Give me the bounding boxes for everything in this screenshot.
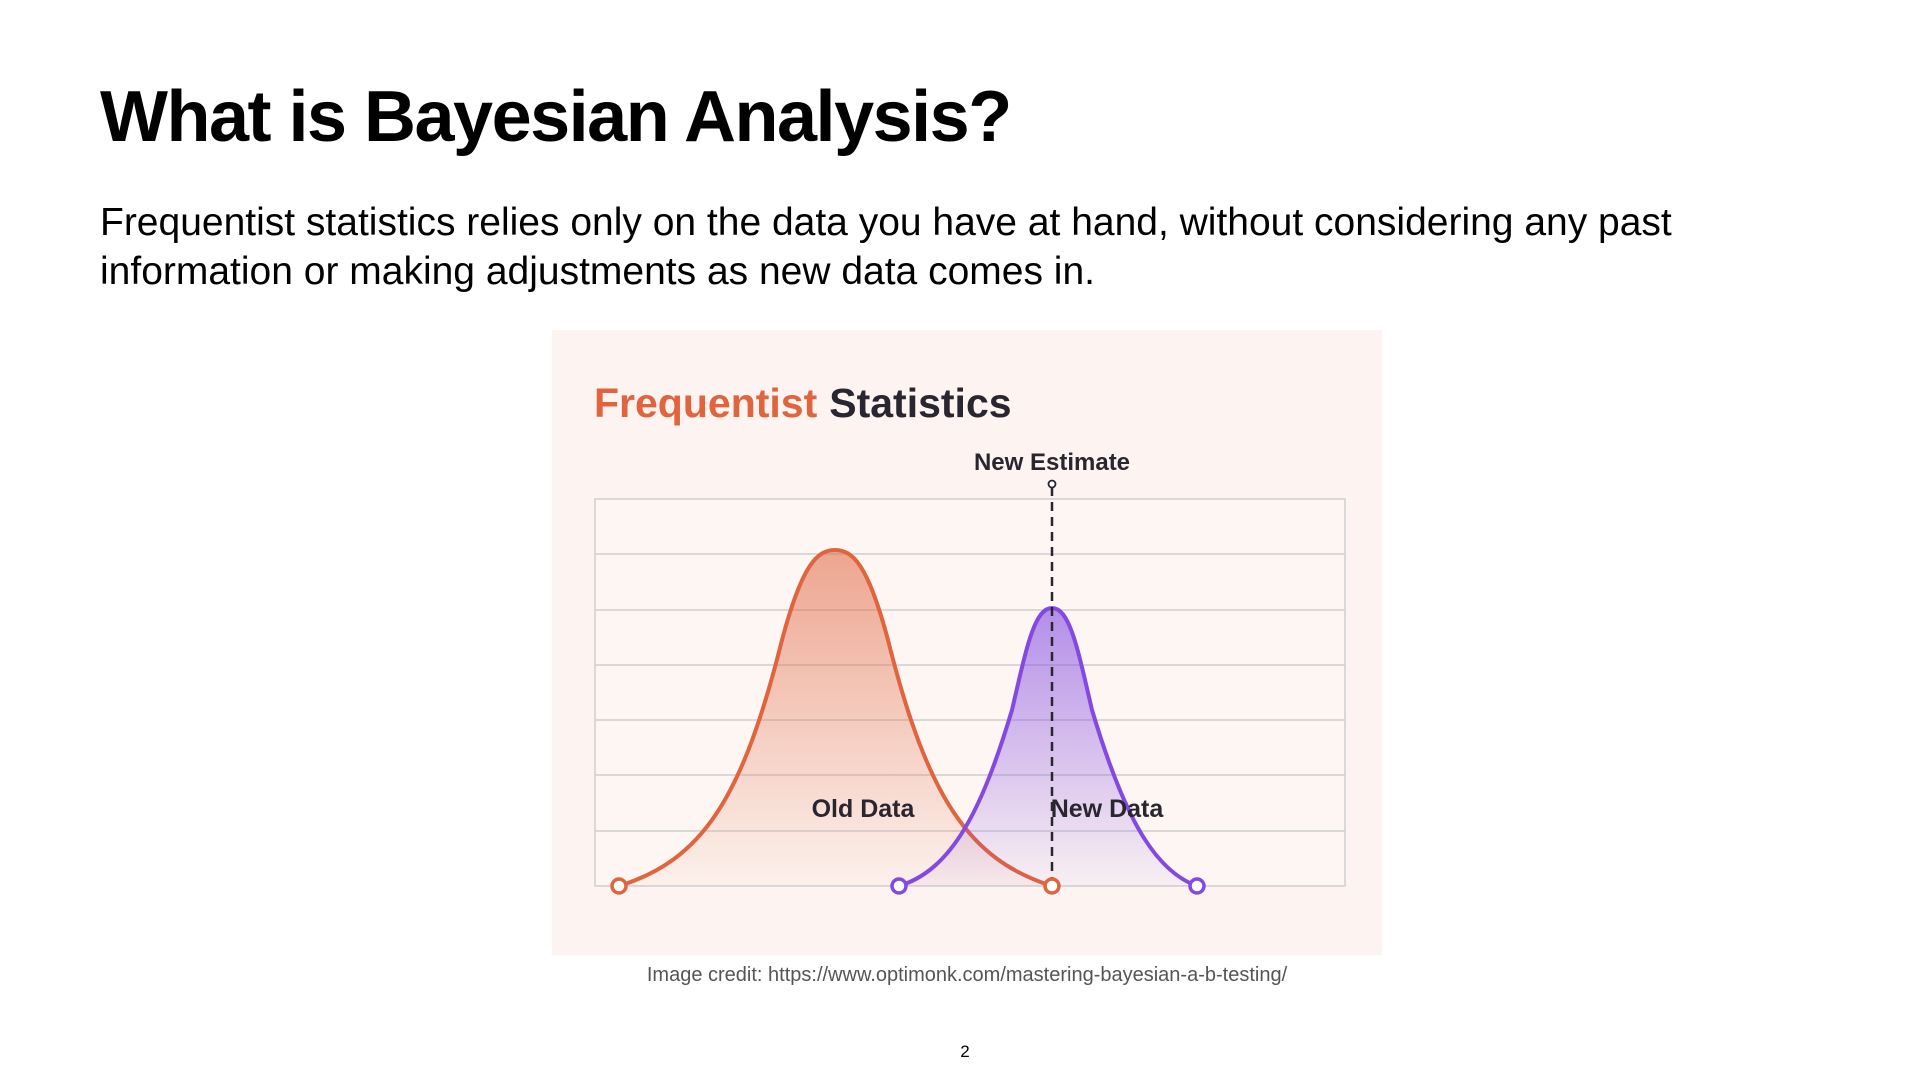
slide-title: What is Bayesian Analysis? (100, 77, 1012, 157)
new-data-start-point (890, 877, 908, 895)
page-number: 2 (960, 1042, 970, 1061)
image-credit: Image credit: https://www.optimonk.com/m… (646, 964, 1288, 986)
old-data-start-point (610, 877, 628, 895)
figure-title: Frequentist Statistics (594, 380, 1012, 426)
old-data-area (619, 550, 1052, 886)
figure-title-frequentist: Frequentist (594, 380, 818, 426)
new-data-end-point (1188, 877, 1206, 895)
figure-title-statistics: Statistics (829, 380, 1011, 426)
old-data-label: Old Data (812, 795, 916, 823)
new-data-label: New Data (1051, 795, 1165, 823)
new-estimate-label: New Estimate (974, 449, 1130, 476)
new-estimate-marker (1047, 479, 1057, 489)
old-data-curve (618, 547, 1053, 888)
old-data-end-point (1043, 877, 1061, 895)
slide-body-text: Frequentist statistics relies only on th… (100, 201, 1672, 293)
frequentist-figure: Frequentist Statistics New Estimate Old D… (552, 330, 1382, 955)
